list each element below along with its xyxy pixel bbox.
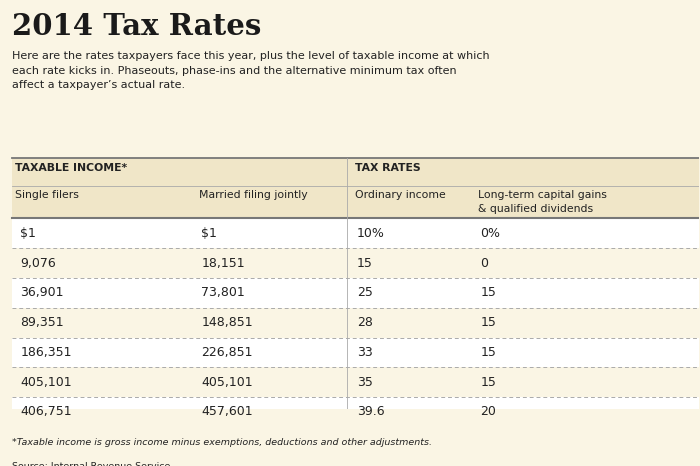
- Text: 148,851: 148,851: [202, 316, 253, 329]
- Text: Married filing jointly: Married filing jointly: [199, 191, 307, 200]
- Text: Ordinary income: Ordinary income: [355, 191, 446, 200]
- FancyBboxPatch shape: [12, 278, 699, 308]
- FancyBboxPatch shape: [12, 158, 699, 219]
- FancyBboxPatch shape: [12, 219, 699, 248]
- FancyBboxPatch shape: [12, 367, 699, 397]
- Text: Single filers: Single filers: [15, 191, 79, 200]
- Text: 15: 15: [480, 287, 496, 299]
- Text: 25: 25: [357, 287, 373, 299]
- Text: 226,851: 226,851: [202, 346, 253, 359]
- Text: 10%: 10%: [357, 227, 385, 240]
- Text: 28: 28: [357, 316, 373, 329]
- Text: 33: 33: [357, 346, 372, 359]
- Text: 36,901: 36,901: [20, 287, 64, 299]
- Text: 35: 35: [357, 376, 373, 389]
- Text: 457,601: 457,601: [202, 405, 253, 418]
- Text: 20: 20: [480, 405, 496, 418]
- Text: TAXABLE INCOME*: TAXABLE INCOME*: [15, 164, 127, 173]
- Text: 406,751: 406,751: [20, 405, 72, 418]
- Text: 0: 0: [480, 257, 489, 269]
- Text: 2014 Tax Rates: 2014 Tax Rates: [12, 12, 261, 41]
- Text: 9,076: 9,076: [20, 257, 56, 269]
- Text: Source: Internal Revenue Service: Source: Internal Revenue Service: [12, 462, 170, 466]
- Text: 186,351: 186,351: [20, 346, 71, 359]
- Text: Long-term capital gains
& qualified dividends: Long-term capital gains & qualified divi…: [477, 191, 606, 214]
- FancyBboxPatch shape: [12, 397, 699, 427]
- Text: 0%: 0%: [480, 227, 500, 240]
- Text: 18,151: 18,151: [202, 257, 245, 269]
- Text: 15: 15: [480, 316, 496, 329]
- Text: Here are the rates taxpayers face this year, plus the level of taxable income at: Here are the rates taxpayers face this y…: [12, 51, 489, 90]
- Text: $1: $1: [20, 227, 36, 240]
- FancyBboxPatch shape: [12, 248, 699, 278]
- Text: 15: 15: [480, 376, 496, 389]
- Text: 39.6: 39.6: [357, 405, 384, 418]
- Text: $1: $1: [202, 227, 218, 240]
- Text: 73,801: 73,801: [202, 287, 245, 299]
- Text: 405,101: 405,101: [20, 376, 72, 389]
- FancyBboxPatch shape: [12, 308, 699, 337]
- Text: 15: 15: [357, 257, 373, 269]
- Text: 15: 15: [480, 346, 496, 359]
- Text: 405,101: 405,101: [202, 376, 253, 389]
- Text: *Taxable income is gross income minus exemptions, deductions and other adjustmen: *Taxable income is gross income minus ex…: [12, 439, 432, 447]
- Text: 89,351: 89,351: [20, 316, 64, 329]
- Text: TAX RATES: TAX RATES: [355, 164, 421, 173]
- FancyBboxPatch shape: [12, 337, 699, 367]
